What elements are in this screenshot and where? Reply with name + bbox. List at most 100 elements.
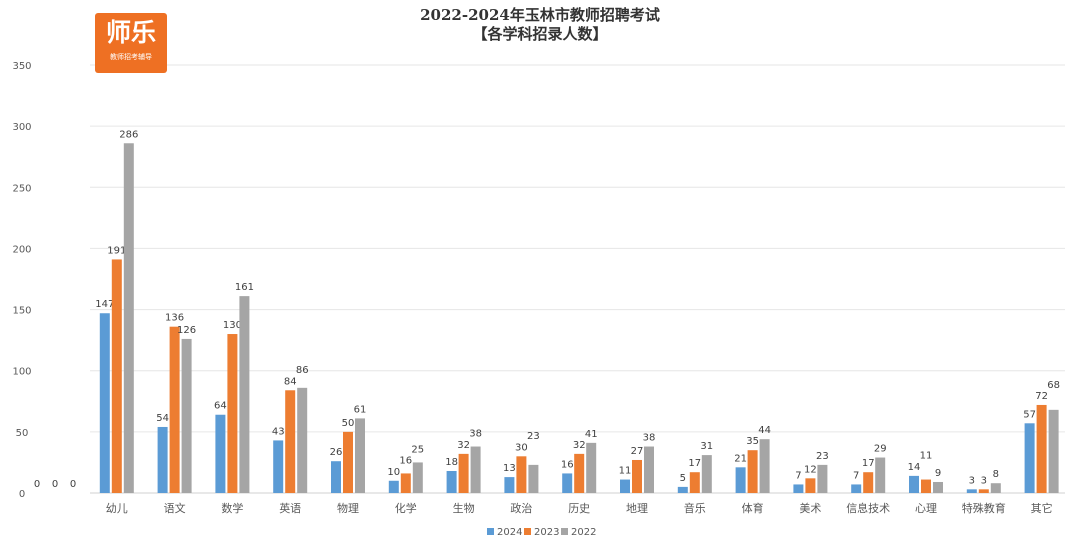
data-label-2024: 0 xyxy=(34,479,40,490)
bar-2022 xyxy=(528,464,539,493)
y-tick-label: 300 xyxy=(12,122,31,133)
data-label-2022: 61 xyxy=(354,404,367,415)
x-tick-label: 化学 xyxy=(395,501,417,515)
bar-2024 xyxy=(1024,423,1035,493)
logo-tagline: 教师招考辅导 xyxy=(110,53,152,61)
legend-swatch-2022 xyxy=(561,528,568,535)
data-label-2022: 0 xyxy=(70,479,76,490)
y-tick-label: 50 xyxy=(16,428,29,439)
bar-2022 xyxy=(644,446,654,493)
data-label-2022: 38 xyxy=(469,429,482,440)
bar-2023 xyxy=(978,489,989,493)
data-label-2023: 16 xyxy=(399,455,412,466)
bar-2023 xyxy=(227,334,238,493)
bar-2022 xyxy=(701,455,712,493)
data-label-2022: 29 xyxy=(874,444,887,455)
x-tick-label: 物理 xyxy=(337,501,359,515)
bar-2022 xyxy=(875,457,886,493)
bar-2024 xyxy=(793,484,804,493)
legend-swatch-2023 xyxy=(524,528,531,535)
data-label-2024: 54 xyxy=(156,413,169,424)
data-label-2024: 3 xyxy=(969,475,975,486)
bar-2024 xyxy=(331,461,341,493)
bar-2022 xyxy=(355,418,365,493)
data-label-2024: 16 xyxy=(561,459,574,470)
data-label-2023: 32 xyxy=(457,440,470,451)
x-tick-label: 生物 xyxy=(453,501,475,515)
data-label-2024: 14 xyxy=(908,462,921,473)
data-label-2022: 41 xyxy=(585,429,598,440)
x-tick-label: 数学 xyxy=(221,501,243,515)
bar-2023 xyxy=(921,479,931,493)
x-tick-label: 历史 xyxy=(568,502,590,515)
data-label-2024: 11 xyxy=(619,466,632,477)
data-label-2022: 38 xyxy=(643,433,656,444)
y-tick-label: 0 xyxy=(19,489,25,500)
bar-2022 xyxy=(297,387,308,493)
bar-2024 xyxy=(99,313,110,493)
bar-2024 xyxy=(735,467,746,493)
data-label-2023: 17 xyxy=(688,458,701,469)
data-label-2022: 44 xyxy=(758,425,771,436)
bar-2023 xyxy=(285,390,296,493)
x-tick-label: 特殊教育 xyxy=(962,501,1006,515)
data-label-2022: 86 xyxy=(296,365,309,376)
data-label-2023: 136 xyxy=(165,313,184,324)
bar-2023 xyxy=(805,478,816,493)
bar-2023 xyxy=(400,473,411,493)
bar-2024 xyxy=(215,414,226,493)
bar-2022 xyxy=(239,296,250,493)
data-label-2024: 57 xyxy=(1023,409,1036,420)
title-line1: 2022-2024年玉林市教师招聘考试 xyxy=(420,6,660,24)
bar-2023 xyxy=(458,453,469,493)
data-label-2024: 26 xyxy=(330,447,343,458)
data-label-2024: 7 xyxy=(853,470,859,481)
x-tick-label: 音乐 xyxy=(684,501,706,515)
bar-2023 xyxy=(169,326,180,493)
data-label-2023: 27 xyxy=(631,446,644,457)
y-tick-label: 200 xyxy=(12,244,31,255)
data-label-2023: 72 xyxy=(1035,391,1048,402)
data-label-2023: 30 xyxy=(515,442,528,453)
bar-2022 xyxy=(586,442,597,493)
data-label-2022: 23 xyxy=(527,431,540,442)
bar-2022 xyxy=(412,462,423,493)
data-label-2022: 25 xyxy=(411,444,424,455)
bar-2024 xyxy=(446,470,457,493)
legend-swatch-2024 xyxy=(487,528,494,535)
data-label-2022: 161 xyxy=(235,282,254,293)
bar-2023 xyxy=(863,472,874,493)
bar-2023 xyxy=(689,472,700,493)
data-label-2022: 286 xyxy=(119,129,138,140)
bar-2022 xyxy=(123,143,134,493)
data-label-2024: 7 xyxy=(795,470,801,481)
data-label-2024: 10 xyxy=(387,467,400,478)
data-label-2022: 31 xyxy=(700,441,713,452)
y-tick-label: 250 xyxy=(12,183,31,194)
data-label-2023: 50 xyxy=(342,418,355,429)
data-label-2024: 13 xyxy=(503,463,516,474)
legend-label-2023: 2023 xyxy=(534,527,559,538)
legend-label-2024: 2024 xyxy=(497,527,522,538)
bar-2024 xyxy=(273,440,284,493)
bar-2023 xyxy=(343,431,353,493)
bar-2022 xyxy=(1048,409,1059,493)
brand-logo: 师乐 教师招考辅导 xyxy=(95,13,167,73)
bar-2022 xyxy=(990,483,1001,493)
y-tick-label: 100 xyxy=(12,367,31,378)
title-line2: 【各学科招录人数】 xyxy=(472,25,608,43)
bar-2022 xyxy=(759,439,770,493)
bar-2022 xyxy=(470,446,481,493)
bar-2024 xyxy=(388,480,399,493)
chart-title: 2022-2024年玉林市教师招聘考试 【各学科招录人数】 xyxy=(0,6,1080,44)
data-label-2024: 18 xyxy=(445,457,458,468)
bar-2022 xyxy=(933,481,943,493)
bar-2023 xyxy=(516,456,527,493)
data-label-2024: 43 xyxy=(272,426,285,437)
bar-2024 xyxy=(504,477,515,493)
data-label-2023: 35 xyxy=(746,436,759,447)
data-label-2023: 11 xyxy=(920,451,933,462)
data-label-2023: 3 xyxy=(981,475,987,486)
